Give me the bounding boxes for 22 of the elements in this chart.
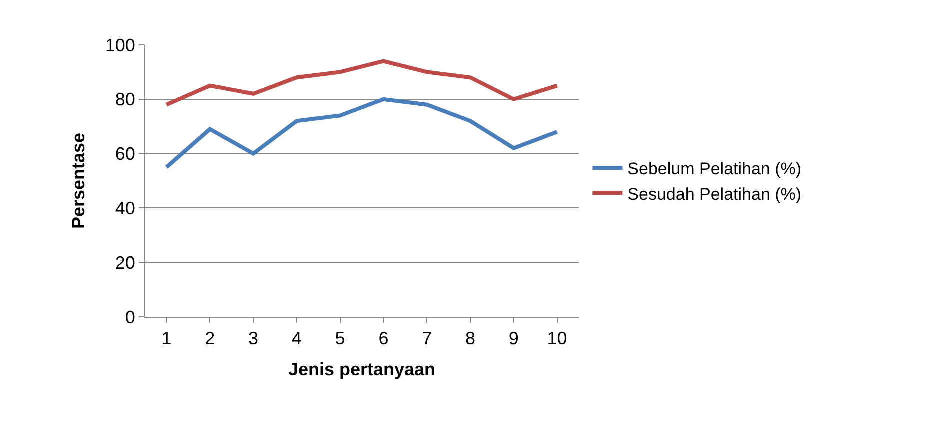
x-tick-label: 5 <box>335 328 346 349</box>
y-tick-label: 60 <box>115 144 136 164</box>
line-series <box>164 97 560 170</box>
x-tick-label: 4 <box>292 328 302 349</box>
x-tick-label: 6 <box>378 328 389 349</box>
x-axis-title: Jenis pertanyaan <box>288 360 436 380</box>
y-tick-label: 20 <box>115 252 136 273</box>
x-tick-label: 7 <box>422 328 432 349</box>
x-tick-label: 10 <box>547 328 568 349</box>
y-axis-title: Persentase <box>68 132 89 230</box>
x-tick-label: 9 <box>508 328 519 349</box>
y-tick-label: 40 <box>115 198 136 218</box>
x-tick-label: 1 <box>162 328 172 349</box>
y-tick-label: 80 <box>115 90 136 110</box>
legend-label: Sebelum Pelatihan (%) <box>628 160 802 179</box>
x-tick-label: 8 <box>465 328 476 349</box>
legend-label: Sesudah Pelatihan (%) <box>628 184 802 204</box>
y-tick-label: 100 <box>105 35 136 56</box>
y-tick-label: 0 <box>125 307 136 328</box>
x-tick-label: 3 <box>248 328 259 349</box>
x-tick-label: 2 <box>205 328 216 349</box>
line-series <box>164 59 560 107</box>
